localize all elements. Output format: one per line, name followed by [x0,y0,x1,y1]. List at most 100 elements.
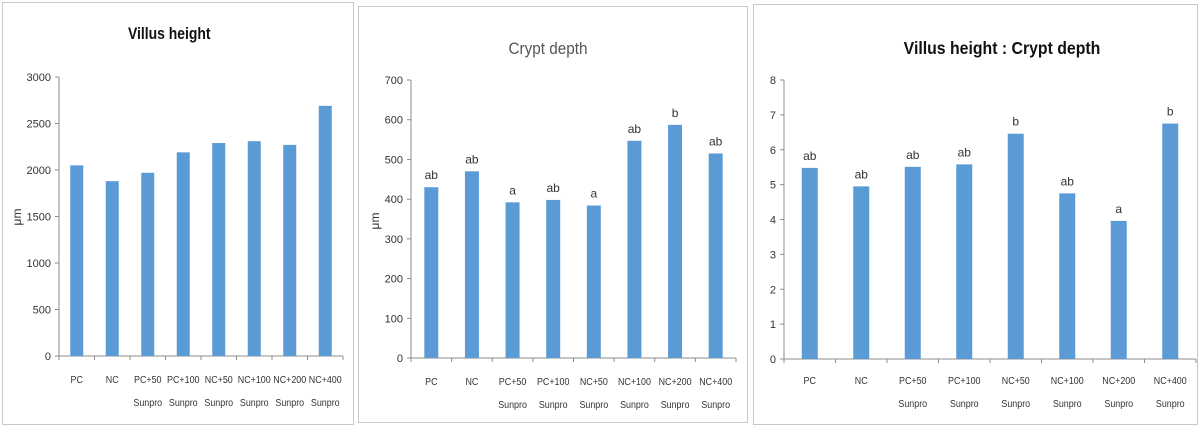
data-label: a [509,183,516,197]
x-tick-label-group: NC+400 [1154,375,1187,387]
bar [1110,220,1127,359]
x-tick-label: Sunpro [1156,398,1185,410]
x-tick-label-group: Sunpro [498,399,527,411]
x-tick-label-group: NC+50 [1002,375,1031,387]
x-tick-label: PC [71,374,83,386]
x-tick-label-group: Sunpro [701,399,730,411]
bar [105,181,119,356]
data-label: ab [803,149,817,163]
y-axis-label: μm [10,209,24,226]
bar [141,172,155,356]
y-tick-label: 6 [770,145,776,157]
x-tick-label: Sunpro [701,399,730,411]
data-label: b [1167,105,1174,119]
y-tick-label: 1500 [27,212,51,224]
x-tick-label: Sunpro [311,397,340,409]
x-tick-label-group: Sunpro [620,399,649,411]
y-tick-label: 3000 [27,72,51,84]
x-tick-label-group: Sunpro [1001,398,1030,410]
x-tick-label-group: NC+200 [273,374,306,386]
chart-title-group: Crypt depth [508,39,587,58]
x-tick-label-group: Sunpro [275,397,304,409]
y-tick-label: 3 [770,249,776,261]
x-tick-label: PC+50 [134,374,162,386]
x-tick-label-group: NC+50 [580,376,609,388]
x-tick-label-group: Sunpro [579,399,608,411]
x-tick-label-group: Sunpro [204,397,233,409]
bar [70,165,84,356]
data-label: ab [958,145,972,159]
x-tick-label-group: Sunpro [539,399,568,411]
y-tick-label: 0 [770,354,776,366]
x-tick-label: Sunpro [898,398,927,410]
x-tick-label: PC [425,376,437,388]
x-tick-label: NC+100 [618,376,651,388]
x-tick-label-group: PC+50 [499,376,527,388]
x-tick-label: NC+200 [273,374,306,386]
x-tick-label-group: Sunpro [1104,398,1133,410]
x-tick-label: PC+50 [499,376,527,388]
x-tick-label: Sunpro [1104,398,1133,410]
x-tick-label: NC+400 [699,376,732,388]
villus-height-chart-panel: Villus height μm 0 500 1000 1500 2000 2500 3000 P… [2,2,354,425]
bar [505,202,520,358]
x-tick-label: Sunpro [620,399,649,411]
y-tick-label: 8 [770,75,776,87]
x-tick-label: NC+50 [580,376,609,388]
x-tick-label-group: Sunpro [311,397,340,409]
x-tick-label: PC+100 [948,375,981,387]
bar [904,166,921,359]
villus-crypt-ratio-chart-panel: Villus height : Crypt depth 0 1 2 3 4 5 6 7 8 ab PC… [753,4,1198,425]
x-tick-label: NC [465,376,478,388]
x-tick-label: NC [855,375,868,387]
villus-crypt-ratio-chart: Villus height : Crypt depth012345678abPC… [770,38,1197,410]
bar [853,186,870,359]
bar [424,187,439,358]
bar [546,199,561,358]
villus-height-chart: Villus height μm 0 500 1000 1500 2000 2500 3000 P… [10,25,344,409]
y-tick-label: 1 [770,319,776,331]
x-tick-label-group: NC [465,376,478,388]
y-tick-label: 7 [770,110,776,122]
x-tick-label-group: Sunpro [169,397,198,409]
x-tick-label-group: NC [106,374,119,386]
y-tick-label: 2000 [27,165,51,177]
x-tick-label: Sunpro [275,397,304,409]
x-tick-label: NC+400 [309,374,342,386]
bar [176,152,190,356]
x-tick-label-group: Sunpro [898,398,927,410]
x-tick-label-group: NC+400 [699,376,732,388]
crypt-depth-chart: Crypt depthμm0100200300400500600700abPCa… [368,39,737,411]
data-label: ab [906,148,920,162]
chart-title: Villus height [128,25,211,44]
x-tick-label-group: NC+400 [309,374,342,386]
x-tick-label: Sunpro [169,397,198,409]
x-tick-label-group: NC [855,375,868,387]
x-tick-label: PC+100 [537,376,570,388]
chart-title-group: Villus height [128,25,211,44]
x-tick-label: Sunpro [1001,398,1030,410]
x-tick-label: PC+50 [899,375,927,387]
x-tick-label-group: NC+100 [238,374,271,386]
x-tick-label: NC+100 [238,374,271,386]
data-label: b [1012,115,1019,129]
x-tick-label: PC [804,375,816,387]
x-tick-label-group: Sunpro [950,398,979,410]
x-tick-label: NC+50 [205,374,234,386]
x-tick-label: NC+400 [1154,375,1187,387]
y-tick-label: 5 [770,180,776,192]
y-tick-label: 0 [45,351,51,363]
data-label: ab [1061,174,1075,188]
x-tick-label-group: PC [425,376,437,388]
bar [318,105,332,356]
bar [1059,193,1076,359]
chart-title-group: Villus height : Crypt depth [904,38,1101,58]
y-tick-label: 0 [397,353,403,365]
x-tick-label: Sunpro [498,399,527,411]
y-tick-label: 2 [770,284,776,296]
x-tick-label-group: NC+200 [659,376,692,388]
crypt-depth-chart-panel: Crypt depth μm 0 100 200 300 400 500 600 700 ab PC a… [358,6,748,423]
x-tick-label-group: PC [71,374,83,386]
bar [1162,123,1179,359]
y-tick-label: 700 [385,75,403,87]
